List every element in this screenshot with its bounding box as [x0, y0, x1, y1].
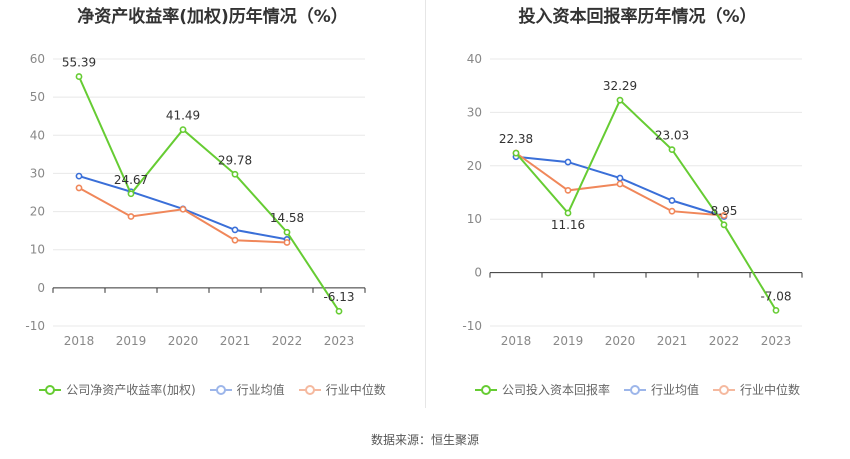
x-tick-label: 2022	[709, 334, 740, 348]
x-tick-label: 2022	[272, 334, 303, 348]
y-tick-label: 30	[30, 166, 45, 180]
y-tick-label: -10	[25, 319, 45, 333]
legend-label: 行业中位数	[325, 383, 386, 397]
data-label: -7.08	[760, 289, 791, 303]
legend-swatch-icon	[209, 384, 232, 396]
data-point	[720, 212, 728, 219]
y-tick-label: 20	[467, 159, 482, 173]
roic-chart-title: 投入资本回报率历年情况（%）	[518, 7, 757, 27]
y-tick-label: 10	[30, 243, 45, 257]
y-tick-label: 50	[30, 90, 45, 104]
roic-chart-panel: 投入资本回报率历年情况（%） 40 30 20 10 0 -10 2018 2019 2020 2…	[425, 0, 850, 410]
legend-item-company-roic[interactable]: 公司投入资本回报率	[474, 381, 610, 398]
roe-chart-title: 净资产收益率(加权)历年情况（%）	[77, 7, 348, 27]
roic-chart-plot: 40 30 20 10 0 -10 2018 2019 2020 2021 2022 2023 22.3…	[462, 52, 803, 348]
data-point	[720, 221, 728, 229]
roe-chart-plot: 60 50 40 30 20 10 0 -10 2018 2019 2020 2021 2022 2023…	[25, 52, 366, 348]
x-tick-label: 2020	[168, 334, 199, 348]
data-point	[616, 174, 624, 182]
data-point	[127, 190, 135, 198]
data-point	[75, 73, 83, 80]
data-point	[564, 186, 572, 194]
data-label: 22.38	[499, 132, 533, 146]
data-label: 24.67	[114, 173, 148, 187]
data-point	[75, 172, 83, 180]
legend-item-industry-median[interactable]: 行业中位数	[298, 381, 386, 398]
roe-chart-panel: 净资产收益率(加权)历年情况（%） 60 50 40 30 20 10 0 -10 2018 20…	[0, 0, 425, 410]
y-tick-label: 40	[467, 52, 482, 66]
data-point	[127, 213, 135, 220]
roe-chart-legend: 公司净资产收益率(加权) 行业均值 行业中位数	[0, 381, 425, 398]
data-point	[616, 96, 624, 104]
y-tick-label: 60	[30, 52, 45, 66]
data-label: 11.16	[551, 218, 585, 232]
y-tick-label: 0	[474, 266, 482, 280]
data-point	[231, 236, 239, 244]
x-tick-label: 2019	[116, 334, 147, 348]
data-label: 41.49	[166, 109, 200, 123]
data-point	[335, 307, 343, 315]
legend-swatch-icon	[298, 384, 321, 396]
x-tick-label: 2021	[220, 334, 251, 348]
data-label: 32.29	[603, 79, 637, 93]
legend-swatch-icon	[713, 384, 735, 396]
data-point	[772, 307, 780, 314]
legend-label: 行业均值	[650, 383, 699, 397]
data-point	[668, 146, 676, 154]
y-tick-label: -10	[462, 319, 482, 333]
y-tick-label: 0	[37, 281, 45, 295]
data-label: 14.58	[270, 211, 304, 225]
legend-label: 公司投入资本回报率	[501, 383, 610, 397]
legend-item-industry-mean[interactable]: 行业均值	[623, 381, 699, 398]
data-point	[668, 207, 676, 215]
data-point	[283, 239, 291, 246]
x-tick-label: 2018	[501, 334, 532, 348]
x-tick-label: 2019	[553, 334, 584, 348]
legend-swatch-icon	[623, 384, 646, 396]
data-label: 29.78	[218, 153, 252, 167]
series-line	[78, 76, 340, 312]
legend-label: 行业中位数	[740, 383, 801, 397]
data-label: 8.95	[711, 204, 738, 218]
series-line	[515, 98, 777, 311]
data-point	[179, 205, 187, 213]
x-tick-label: 2018	[64, 334, 95, 348]
data-label: 23.03	[655, 129, 689, 143]
legend-swatch-icon	[39, 384, 62, 396]
x-tick-label: 2020	[605, 334, 636, 348]
data-point	[668, 197, 676, 204]
data-point	[231, 226, 239, 234]
y-tick-label: 40	[30, 128, 45, 142]
data-point	[616, 180, 624, 188]
panel-divider	[425, 0, 426, 408]
x-tick-label: 2023	[761, 334, 792, 348]
data-point	[512, 149, 520, 157]
data-point	[564, 209, 572, 217]
data-point	[283, 228, 291, 236]
y-tick-label: 10	[467, 212, 482, 226]
y-tick-label: 30	[467, 105, 482, 119]
data-point	[179, 126, 187, 134]
legend-item-industry-mean[interactable]: 行业均值	[209, 381, 285, 398]
legend-item-industry-median[interactable]: 行业中位数	[713, 381, 800, 398]
x-tick-label: 2021	[657, 334, 688, 348]
legend-item-company-roe[interactable]: 公司净资产收益率(加权)	[39, 381, 196, 398]
data-source-note: 数据来源：恒生聚源	[370, 433, 479, 447]
data-point	[231, 170, 239, 178]
roic-chart-legend: 公司投入资本回报率 行业均值 行业中位数	[425, 381, 850, 398]
legend-swatch-icon	[474, 384, 497, 396]
y-tick-label: 20	[30, 205, 45, 219]
data-point	[75, 184, 83, 192]
x-tick-label: 2023	[324, 334, 355, 348]
data-label: 55.39	[62, 56, 96, 70]
legend-label: 行业均值	[236, 383, 285, 397]
legend-label: 公司净资产收益率(加权)	[66, 383, 196, 397]
data-point	[564, 158, 572, 166]
data-label: -6.13	[323, 290, 354, 304]
